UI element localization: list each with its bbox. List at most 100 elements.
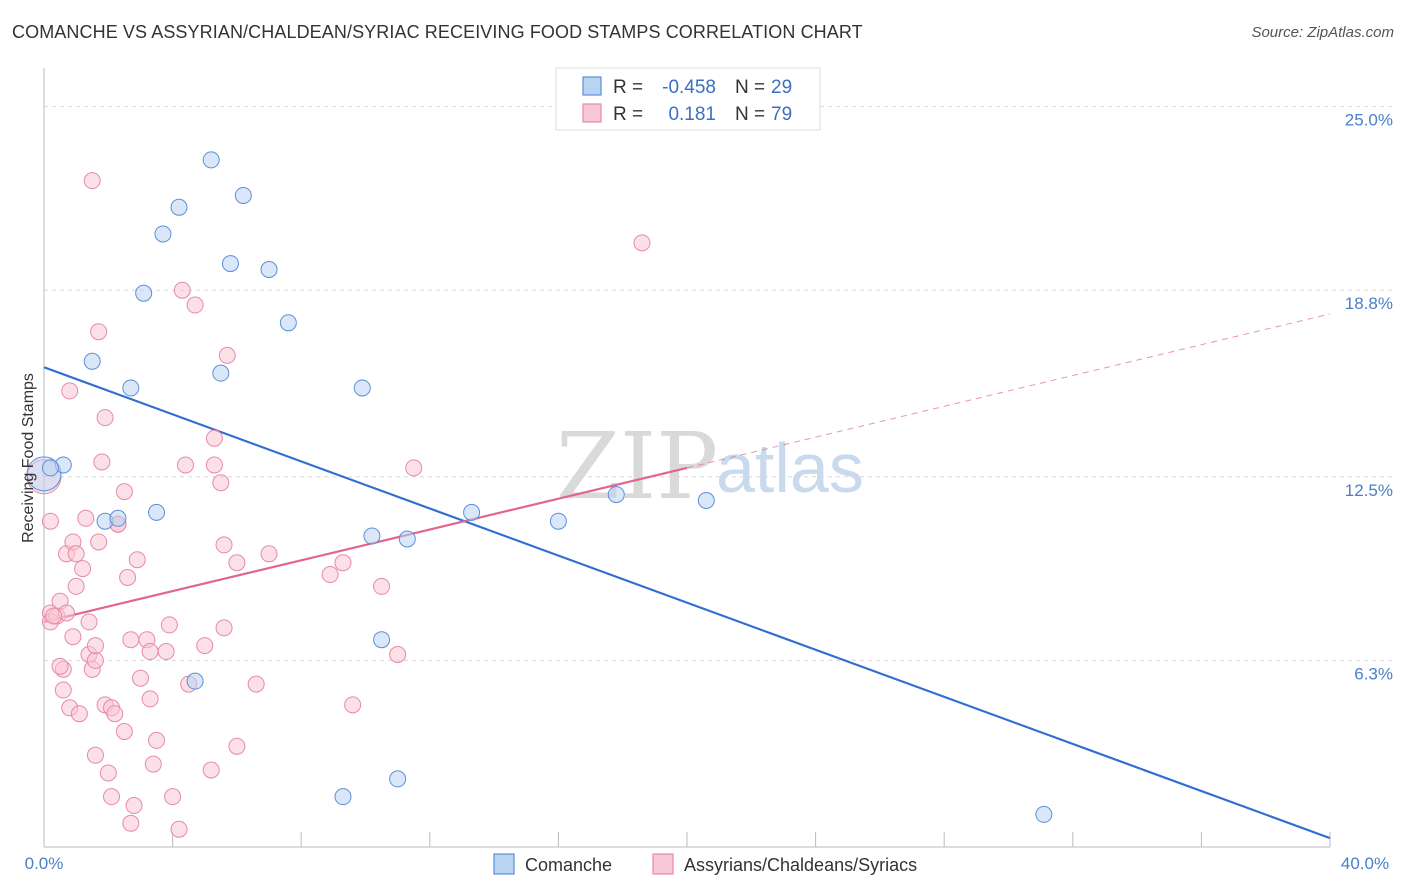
assyrian-point-52 — [170, 820, 188, 838]
legend-swatch-comanche — [582, 76, 602, 96]
axes — [43, 68, 1331, 848]
assyrian-point-21 — [83, 172, 101, 190]
y-axis-label: Receiving Food Stamps — [20, 373, 37, 543]
comanche-point-12 — [212, 364, 230, 382]
comanche-point-11 — [202, 151, 220, 169]
assyrian-point-56 — [186, 296, 204, 314]
bottom-legend: Comanche Assyrians/Chaldeans/Syriacs — [493, 853, 917, 875]
comanche-point-25 — [607, 486, 625, 504]
y-tick-label-2: 18.8% — [1345, 294, 1393, 313]
assyrian-point-7 — [54, 681, 72, 699]
comanche-point-14 — [234, 186, 252, 204]
assyrian-point-24 — [86, 746, 104, 764]
comanche-point-8 — [154, 225, 172, 243]
assyrian-point-38 — [119, 569, 137, 586]
y-tick-label-1: 12.5% — [1345, 481, 1393, 500]
comanche-point-23 — [463, 503, 481, 521]
y-tick-labels: 6.3% 12.5% 18.8% 25.0% — [1345, 111, 1393, 684]
comanche-point-5 — [122, 379, 140, 397]
bottom-legend-label-assyrian[interactable]: Assyrians/Chaldeans/Syriacs — [684, 855, 917, 875]
top-legend: R = -0.458 N = 29 R = 0.181 N = 79 — [555, 67, 821, 131]
assyrian-trend-extension — [686, 313, 1331, 469]
comanche-point-13 — [221, 255, 239, 273]
assyrian-point-74 — [405, 459, 423, 477]
assyrian-point-49 — [157, 643, 175, 661]
assyrian-point-51 — [164, 788, 182, 806]
assyrian-point-69 — [321, 566, 339, 584]
comanche-point-16 — [279, 314, 297, 332]
legend-swatch-assyrian — [582, 103, 602, 123]
legend-n-value-assyrian: 79 — [771, 104, 792, 125]
legend-n-value-comanche: 29 — [771, 77, 792, 98]
comanche-point-10 — [186, 672, 204, 690]
source-credit: Source: ZipAtlas.com — [1251, 24, 1394, 41]
assyrian-point-54 — [176, 456, 194, 474]
assyrian-point-22 — [86, 651, 104, 669]
assyrian-point-71 — [344, 696, 362, 714]
assyrian-point-41 — [125, 797, 143, 815]
legend-r-label-assyrian: R = — [613, 104, 643, 125]
assyrian-point-17 — [77, 509, 95, 527]
assyrian-point-36 — [115, 483, 133, 501]
assyrian-point-26 — [90, 323, 108, 341]
comanche-point-27 — [1035, 805, 1053, 823]
x-tick-label-max: 40.0% — [1341, 854, 1389, 873]
comanche-point-4 — [109, 509, 127, 527]
assyrian-point-1 — [41, 512, 59, 530]
assyrian-point-58 — [202, 761, 220, 779]
y-tick-label-3: 25.0% — [1345, 111, 1393, 130]
legend-n-label-assyrian: N = — [735, 104, 765, 125]
assyrian-point-64 — [218, 346, 236, 364]
assyrian-point-19 — [80, 613, 98, 631]
chart-title: COMANCHE VS ASSYRIAN/CHALDEAN/SYRIAC REC… — [12, 22, 863, 42]
assyrian-point-27 — [93, 453, 111, 471]
assyrian-point-62 — [215, 619, 233, 637]
comanche-point-19 — [363, 527, 381, 545]
assyrian-point-72 — [373, 577, 391, 595]
comanche-point-22 — [398, 530, 416, 548]
assyrian-point-46 — [141, 690, 159, 708]
legend-r-label-comanche: R = — [613, 77, 643, 98]
assyrian-point-48 — [148, 731, 166, 749]
comanche-point-9 — [170, 198, 188, 216]
bottom-legend-swatch-assyrian[interactable] — [652, 853, 674, 875]
comanche-point-17 — [334, 788, 352, 806]
assyrian-point-68 — [260, 545, 278, 563]
assyrian-point-57 — [196, 637, 214, 655]
assyrian-point-43 — [131, 669, 149, 687]
assyrian-point-30 — [99, 764, 117, 782]
legend-n-label-comanche: N = — [735, 77, 765, 98]
x-tick-labels: 0.0% 40.0% — [25, 854, 1389, 873]
data-points — [26, 151, 1053, 838]
assyrian-point-61 — [212, 474, 230, 492]
assyrian-point-42 — [128, 551, 146, 569]
comanche-point-7 — [148, 503, 166, 521]
bottom-legend-label-comanche[interactable]: Comanche — [525, 855, 612, 875]
assyrian-point-50 — [160, 616, 178, 634]
assyrian-point-25 — [90, 533, 108, 551]
assyrian-point-14 — [67, 577, 85, 595]
legend-r-value-assyrian: 0.181 — [668, 104, 716, 125]
assyrian-point-67 — [247, 675, 265, 693]
x-tick-label-min: 0.0% — [25, 854, 64, 873]
assyrian-point-12 — [64, 628, 82, 646]
comanche-point-18 — [353, 379, 371, 397]
assyrian-point-28 — [96, 409, 114, 427]
bottom-legend-swatch-comanche[interactable] — [493, 853, 515, 875]
assyrian-point-23 — [86, 637, 104, 655]
assyrian-trend-line — [43, 466, 688, 623]
comanche-point-6 — [135, 284, 153, 302]
assyrian-point-39 — [122, 814, 140, 832]
trend-lines — [43, 313, 1331, 840]
comanche-point-20 — [373, 631, 391, 649]
assyrian-point-63 — [215, 536, 233, 554]
assyrian-point-40 — [122, 631, 140, 649]
watermark-atlas: atlas — [716, 429, 864, 507]
assyrian-point-60 — [205, 456, 223, 474]
assyrian-point-78 — [51, 657, 69, 675]
assyrian-point-77 — [67, 545, 85, 563]
assyrian-point-59 — [205, 429, 223, 447]
assyrian-point-76 — [45, 607, 63, 625]
comanche-point-15 — [260, 261, 278, 278]
